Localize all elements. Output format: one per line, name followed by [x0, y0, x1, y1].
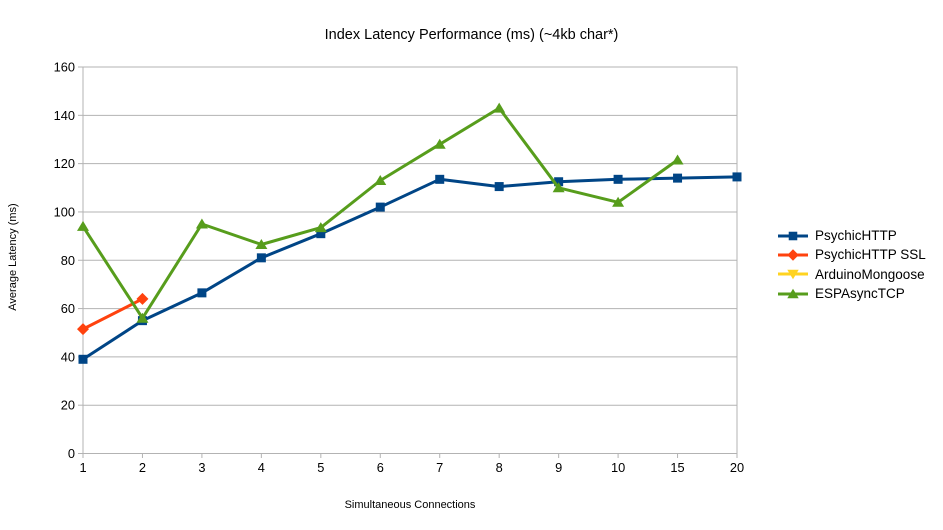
legend-label: ArduinoMongoose	[815, 266, 925, 282]
y-tick-label: 0	[68, 446, 75, 461]
marker-psychichttp-ssl	[136, 292, 149, 305]
marker-espasynctcp	[195, 218, 208, 229]
marker-espasynctcp	[433, 138, 446, 149]
x-tick-label: 4	[258, 460, 265, 475]
series-line-psychichttp	[82, 175, 738, 361]
y-tick-label: 40	[61, 349, 75, 364]
y-tick-label: 160	[54, 60, 75, 75]
marker-espasynctcp	[136, 312, 149, 323]
legend-item-psychichttp-ssl: PsychicHTTP SSL	[776, 245, 926, 264]
x-axis-title: Simultaneous Connections	[344, 499, 476, 511]
x-tick-label: 3	[198, 460, 205, 475]
legend-swatch-espasynctcp	[778, 288, 808, 298]
chart-title: Index Latency Performance (ms) (~4kb cha…	[324, 27, 619, 43]
legend-swatch-psychichttp	[778, 231, 808, 240]
legend-marker-espasynctcp-icon	[787, 288, 799, 298]
legend-item-psychichttp: PsychicHTTP	[776, 226, 926, 245]
marker-psychichttp	[554, 177, 564, 187]
marker-psychichttp	[316, 229, 326, 239]
x-tick-label: 2	[139, 460, 146, 475]
x-tick-label: 15	[670, 460, 684, 475]
x-tick-label: 10	[611, 460, 625, 475]
x-tick-label: 1	[79, 460, 86, 475]
marker-psychichttp	[494, 182, 504, 192]
y-tick-label: 20	[61, 398, 75, 413]
x-tick-label: 9	[555, 460, 562, 475]
marker-espasynctcp	[612, 196, 625, 207]
marker-espasynctcp	[374, 175, 387, 186]
legend: PsychicHTTP PsychicHTTP SSL ArduinoMongoos…	[776, 226, 926, 303]
legend-label: PsychicHTTP SSL	[815, 247, 926, 263]
marker-psychichttp	[435, 174, 445, 184]
marker-espasynctcp	[493, 102, 506, 113]
marker-espasynctcp	[314, 222, 327, 233]
x-tick-label: 20	[730, 460, 744, 475]
marker-psychichttp	[613, 174, 623, 184]
legend-marker-arduinomongoose-icon	[787, 269, 799, 280]
x-tick-label: 6	[377, 460, 384, 475]
legend-item-espasynctcp: ESPAsyncTCP	[776, 284, 926, 303]
marker-psychichttp	[256, 253, 266, 263]
series-line-espasynctcp	[81, 106, 679, 320]
legend-marker-psychichttp-icon	[788, 231, 798, 240]
marker-espasynctcp	[255, 239, 268, 250]
legend-item-arduinomongoose: ArduinoMongoose	[776, 265, 926, 284]
x-tick-label: 7	[436, 460, 443, 475]
marker-espasynctcp	[671, 154, 684, 165]
legend-swatch-arduinomongoose	[778, 269, 808, 280]
y-tick-label: 140	[54, 108, 75, 123]
legend-label: PsychicHTTP	[815, 228, 897, 244]
y-tick-label: 100	[54, 204, 75, 219]
y-tick-label: 60	[61, 301, 75, 316]
legend-label: ESPAsyncTCP	[815, 286, 905, 302]
marker-psychichttp	[673, 173, 683, 183]
y-tick-label: 120	[54, 156, 75, 171]
marker-psychichttp	[197, 288, 207, 298]
marker-psychichttp	[732, 172, 742, 182]
marker-espasynctcp	[77, 220, 89, 231]
x-tick-label: 8	[496, 460, 503, 475]
marker-psychichttp	[78, 354, 88, 364]
marker-psychichttp-ssl	[77, 323, 89, 336]
y-tick-label: 80	[61, 253, 75, 268]
marker-psychichttp	[375, 202, 385, 212]
x-tick-label: 5	[317, 460, 324, 475]
legend-swatch-psychichttp-ssl	[778, 249, 808, 261]
marker-espasynctcp	[552, 182, 565, 193]
legend-marker-psychichttp-ssl-icon	[787, 249, 799, 261]
